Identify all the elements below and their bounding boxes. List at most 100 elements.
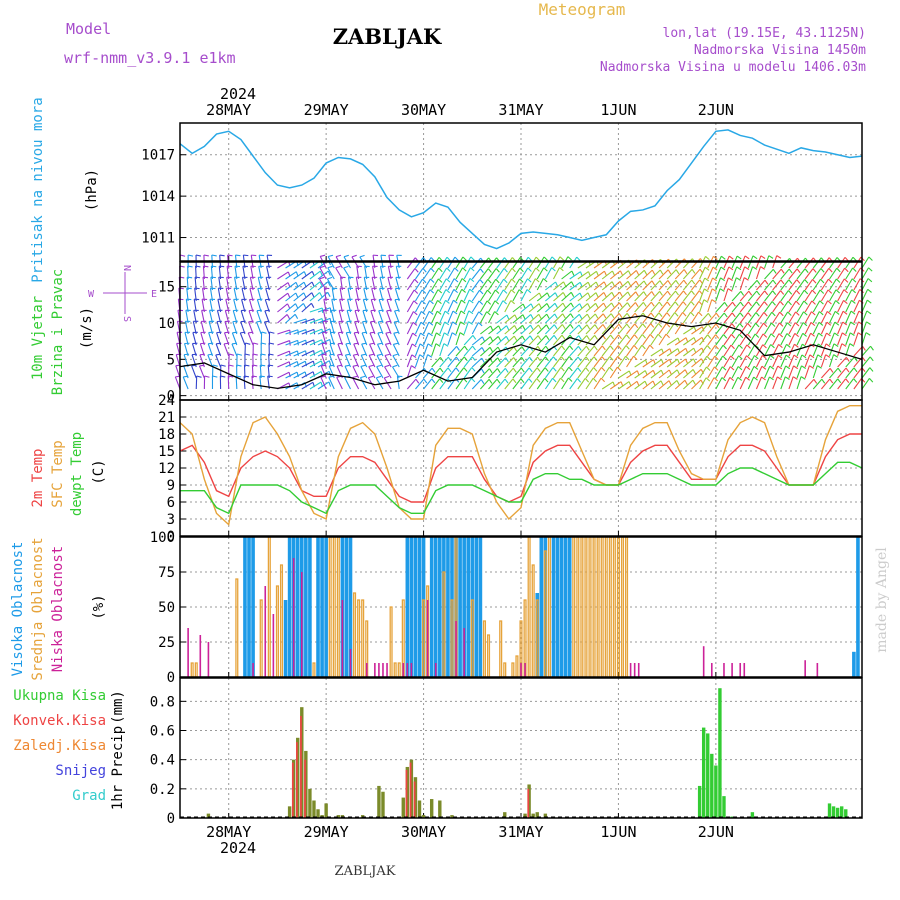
cloud-high-bar [433,537,438,677]
wind-barb-flag [660,369,664,375]
wind-barb-flag [625,355,630,361]
wind-barb [528,367,538,379]
wind-barb-flag [529,356,533,362]
cloud-high-bar [287,537,292,677]
cloud-low-bar [702,646,705,677]
wind-barb-flag [538,303,542,309]
wind-barb [536,292,548,302]
wind-barb [804,378,815,390]
wind-barb-flag [559,267,564,272]
wind-barb-flag [336,364,343,367]
wind-barb-flag [868,256,873,261]
wind-barb [488,368,498,379]
wind-barb-flag [236,375,242,378]
wind-barb-flag [851,299,856,304]
precip-total-bar [706,733,710,818]
wind-barb-flag [216,342,222,345]
wind-barb [545,281,556,291]
wind-barb-flag [819,300,824,305]
wind-barb [820,289,829,302]
wind-barb-flag [609,356,614,361]
cloud-low-bar [804,660,806,677]
wind-barb [642,280,653,291]
wind-barb-flag [530,324,534,330]
wind-barb-flag [202,276,209,279]
wind-barb [569,335,580,346]
wind-barb [820,300,829,313]
wind-barb-flag [513,357,517,362]
wind-barb [328,376,335,390]
wind-barb-flag [445,278,451,283]
wind-barb [804,354,811,368]
wind-barb [317,270,329,280]
wind-barb [634,323,644,335]
wind-barb-flag [429,289,435,294]
wind-barb [561,291,572,302]
wind-barb-flag [763,301,768,306]
wind-barb-flag [616,366,622,372]
wind-barb [642,291,653,302]
wind-barb [285,350,298,357]
wind-barb-flag [243,375,250,378]
wind-barb-flag [455,367,460,372]
wind-barb-flag [569,345,574,350]
wind-barb [699,299,705,313]
cloud-low-bar [739,663,742,677]
wind-barb [277,361,290,368]
wind-barb [431,321,438,335]
wind-barb [804,279,814,291]
wind-barb [723,277,729,291]
cloud-high-bar [251,537,255,677]
wind-barb-flag [195,265,201,268]
wind-barb-flag [327,292,331,297]
wind-barb [447,310,454,324]
wind-barb [804,257,814,269]
wind-barb-flag [560,377,565,383]
wind-barb-flag [667,269,672,275]
wind-barb [488,311,496,324]
wind-barb-flag [736,266,742,271]
wind-barb-flag [685,348,689,354]
wind-barb [788,268,798,280]
precip-axis-title: 1hr Precip [110,726,126,810]
wind-barb [504,378,514,390]
wind-barb-flag [460,321,465,325]
wind-barb-flag [641,344,646,350]
wind-barb-flag [829,378,834,384]
precip-conv-bar [300,715,302,818]
wind-barb [593,313,604,324]
wind-barb [463,299,470,313]
wind-barb-flag [471,377,476,383]
wind-barb-flag [635,280,640,286]
wind-barb [293,350,306,357]
wind-barb [715,344,724,357]
wind-barb-flag [738,344,743,349]
wind-barb [837,289,845,302]
cloud-high-bar [283,600,288,677]
cloud-low-bar [349,649,352,677]
wind-barb-flag [191,353,198,356]
wind-barb [804,300,813,313]
wind-barb [731,277,737,291]
wind-barb-flag [187,265,193,268]
wind-barb [642,323,652,335]
wind-barb [431,289,439,302]
wind-barb-flag [319,292,323,298]
wind-barb [431,267,440,280]
wind-barb-flag [609,366,614,372]
wind-barb-flag [435,343,441,347]
wind-barb-flag [595,281,599,287]
wind-barb-flag [228,375,234,378]
wind-barb-flag [554,313,558,319]
wind-barb [796,289,805,302]
precip-frame [179,677,863,819]
wind-barb [561,377,569,390]
wind-barb [609,281,621,291]
wind-barb-flag [729,366,735,371]
wind-barb [455,310,462,324]
wind-barb [544,302,556,313]
wind-barb [504,289,512,302]
wind-barb-flag [453,278,459,283]
wind-barb-flag [413,311,418,316]
wind-barb [601,356,611,368]
